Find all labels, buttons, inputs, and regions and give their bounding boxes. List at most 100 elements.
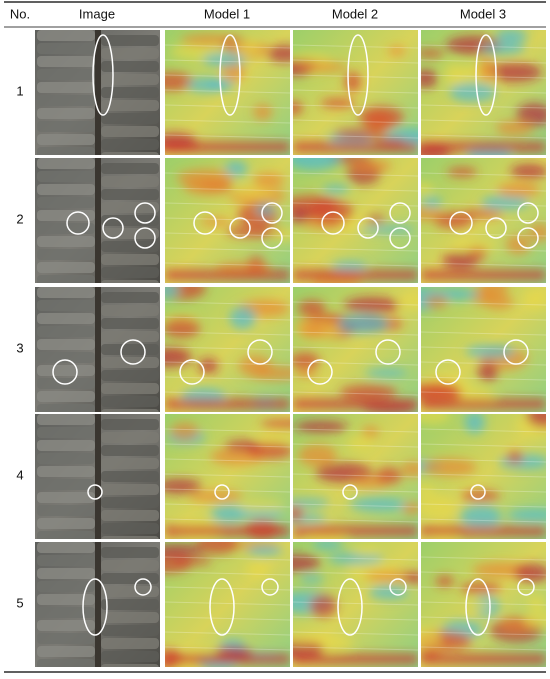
tile-edge: [165, 556, 290, 561]
highlight-ellipse: [209, 578, 235, 636]
tile: [37, 568, 95, 579]
tile-edge: [421, 187, 546, 192]
highlight-circle: [517, 202, 539, 224]
tile: [37, 427, 95, 438]
tile-edge: [293, 571, 418, 576]
highlight-circle: [102, 217, 124, 239]
tile-edge: [293, 346, 418, 351]
highlight-circle: [485, 217, 507, 239]
heat-blob: [202, 52, 246, 67]
tile: [101, 357, 159, 368]
tile: [37, 659, 95, 667]
heat-blob: [421, 414, 451, 425]
heat-blobs: [165, 287, 290, 410]
tile-edge: [293, 376, 418, 381]
heat-blob: [460, 504, 502, 528]
heatmap: [293, 30, 418, 155]
heat-blobs: [293, 420, 418, 539]
tile: [37, 287, 95, 298]
tile-edge: [293, 616, 418, 621]
tile: [37, 30, 95, 41]
tile: [101, 331, 159, 342]
tile: [101, 458, 159, 469]
highlight-ellipse: [82, 578, 108, 636]
tile-edge: [165, 616, 290, 621]
highlight-circle: [134, 578, 152, 596]
heat-blob: [293, 158, 341, 171]
tile: [101, 292, 159, 303]
tile-edge: [165, 187, 290, 192]
photo: [35, 287, 160, 412]
heat-blob: [506, 451, 524, 464]
heat-blob: [255, 203, 276, 216]
tile-edge: [293, 631, 418, 636]
heat-blob: [293, 352, 321, 369]
heat-blob: [233, 39, 260, 55]
heatmap: [165, 414, 290, 539]
gap: [95, 158, 101, 283]
tile-edge: [421, 586, 546, 591]
heat-blob: [424, 294, 449, 309]
tile-edge: [421, 232, 546, 237]
tile: [37, 108, 95, 119]
heat-blob: [421, 49, 445, 58]
tile: [101, 202, 159, 213]
tile-edge: [421, 601, 546, 606]
heat-blob: [293, 207, 312, 224]
heat-blob: [293, 554, 321, 572]
heat-blob: [368, 585, 409, 600]
tile: [101, 370, 159, 381]
heat-blob: [293, 633, 332, 644]
tile: [37, 633, 95, 644]
heatmap: [165, 542, 290, 667]
tile-edge: [293, 458, 418, 463]
heat-blob: [260, 419, 290, 429]
tile-edge: [293, 443, 418, 448]
highlight-circle: [87, 484, 103, 500]
tile-edge: [421, 616, 546, 621]
highlight-circle: [517, 227, 539, 249]
tile: [101, 241, 159, 252]
heat-blobs: [165, 419, 290, 539]
tile-edge: [421, 631, 546, 636]
tile-edge: [293, 202, 418, 207]
highlight-circle: [503, 339, 529, 365]
heat-blob: [294, 368, 318, 378]
tile: [101, 471, 159, 482]
heat-blob: [322, 184, 350, 194]
highlight-ellipse: [219, 34, 241, 116]
heat-band: [165, 399, 290, 409]
heatmap: [293, 158, 418, 283]
heat-blob: [344, 71, 361, 92]
tile: [101, 228, 159, 239]
heat-blob: [465, 344, 516, 359]
tile: [101, 87, 159, 98]
tile-edge: [293, 428, 418, 433]
tile: [101, 35, 159, 46]
tile: [101, 189, 159, 200]
heat-blob: [210, 505, 246, 523]
heat-band: [421, 654, 546, 664]
heat-blob: [484, 62, 542, 82]
tile: [101, 651, 159, 662]
heat-blob: [387, 46, 406, 56]
heatmap: [421, 542, 546, 667]
tile: [101, 445, 159, 456]
heat-blob: [528, 223, 546, 242]
tile-edge: [165, 503, 290, 508]
heat-blob: [293, 505, 304, 521]
tile-edge: [165, 301, 290, 306]
tile-edge: [165, 119, 290, 124]
highlight-circle: [389, 202, 411, 224]
tile: [101, 510, 159, 521]
heat-blob: [495, 30, 528, 45]
tile-edge: [293, 119, 418, 124]
heat-blobs: [293, 293, 418, 412]
tile-edge: [165, 134, 290, 139]
heat-blob: [165, 317, 201, 338]
tile: [101, 432, 159, 443]
tile-edge: [293, 316, 418, 321]
tile-edge: [421, 247, 546, 252]
heat-blob: [421, 385, 461, 394]
tile: [101, 419, 159, 430]
